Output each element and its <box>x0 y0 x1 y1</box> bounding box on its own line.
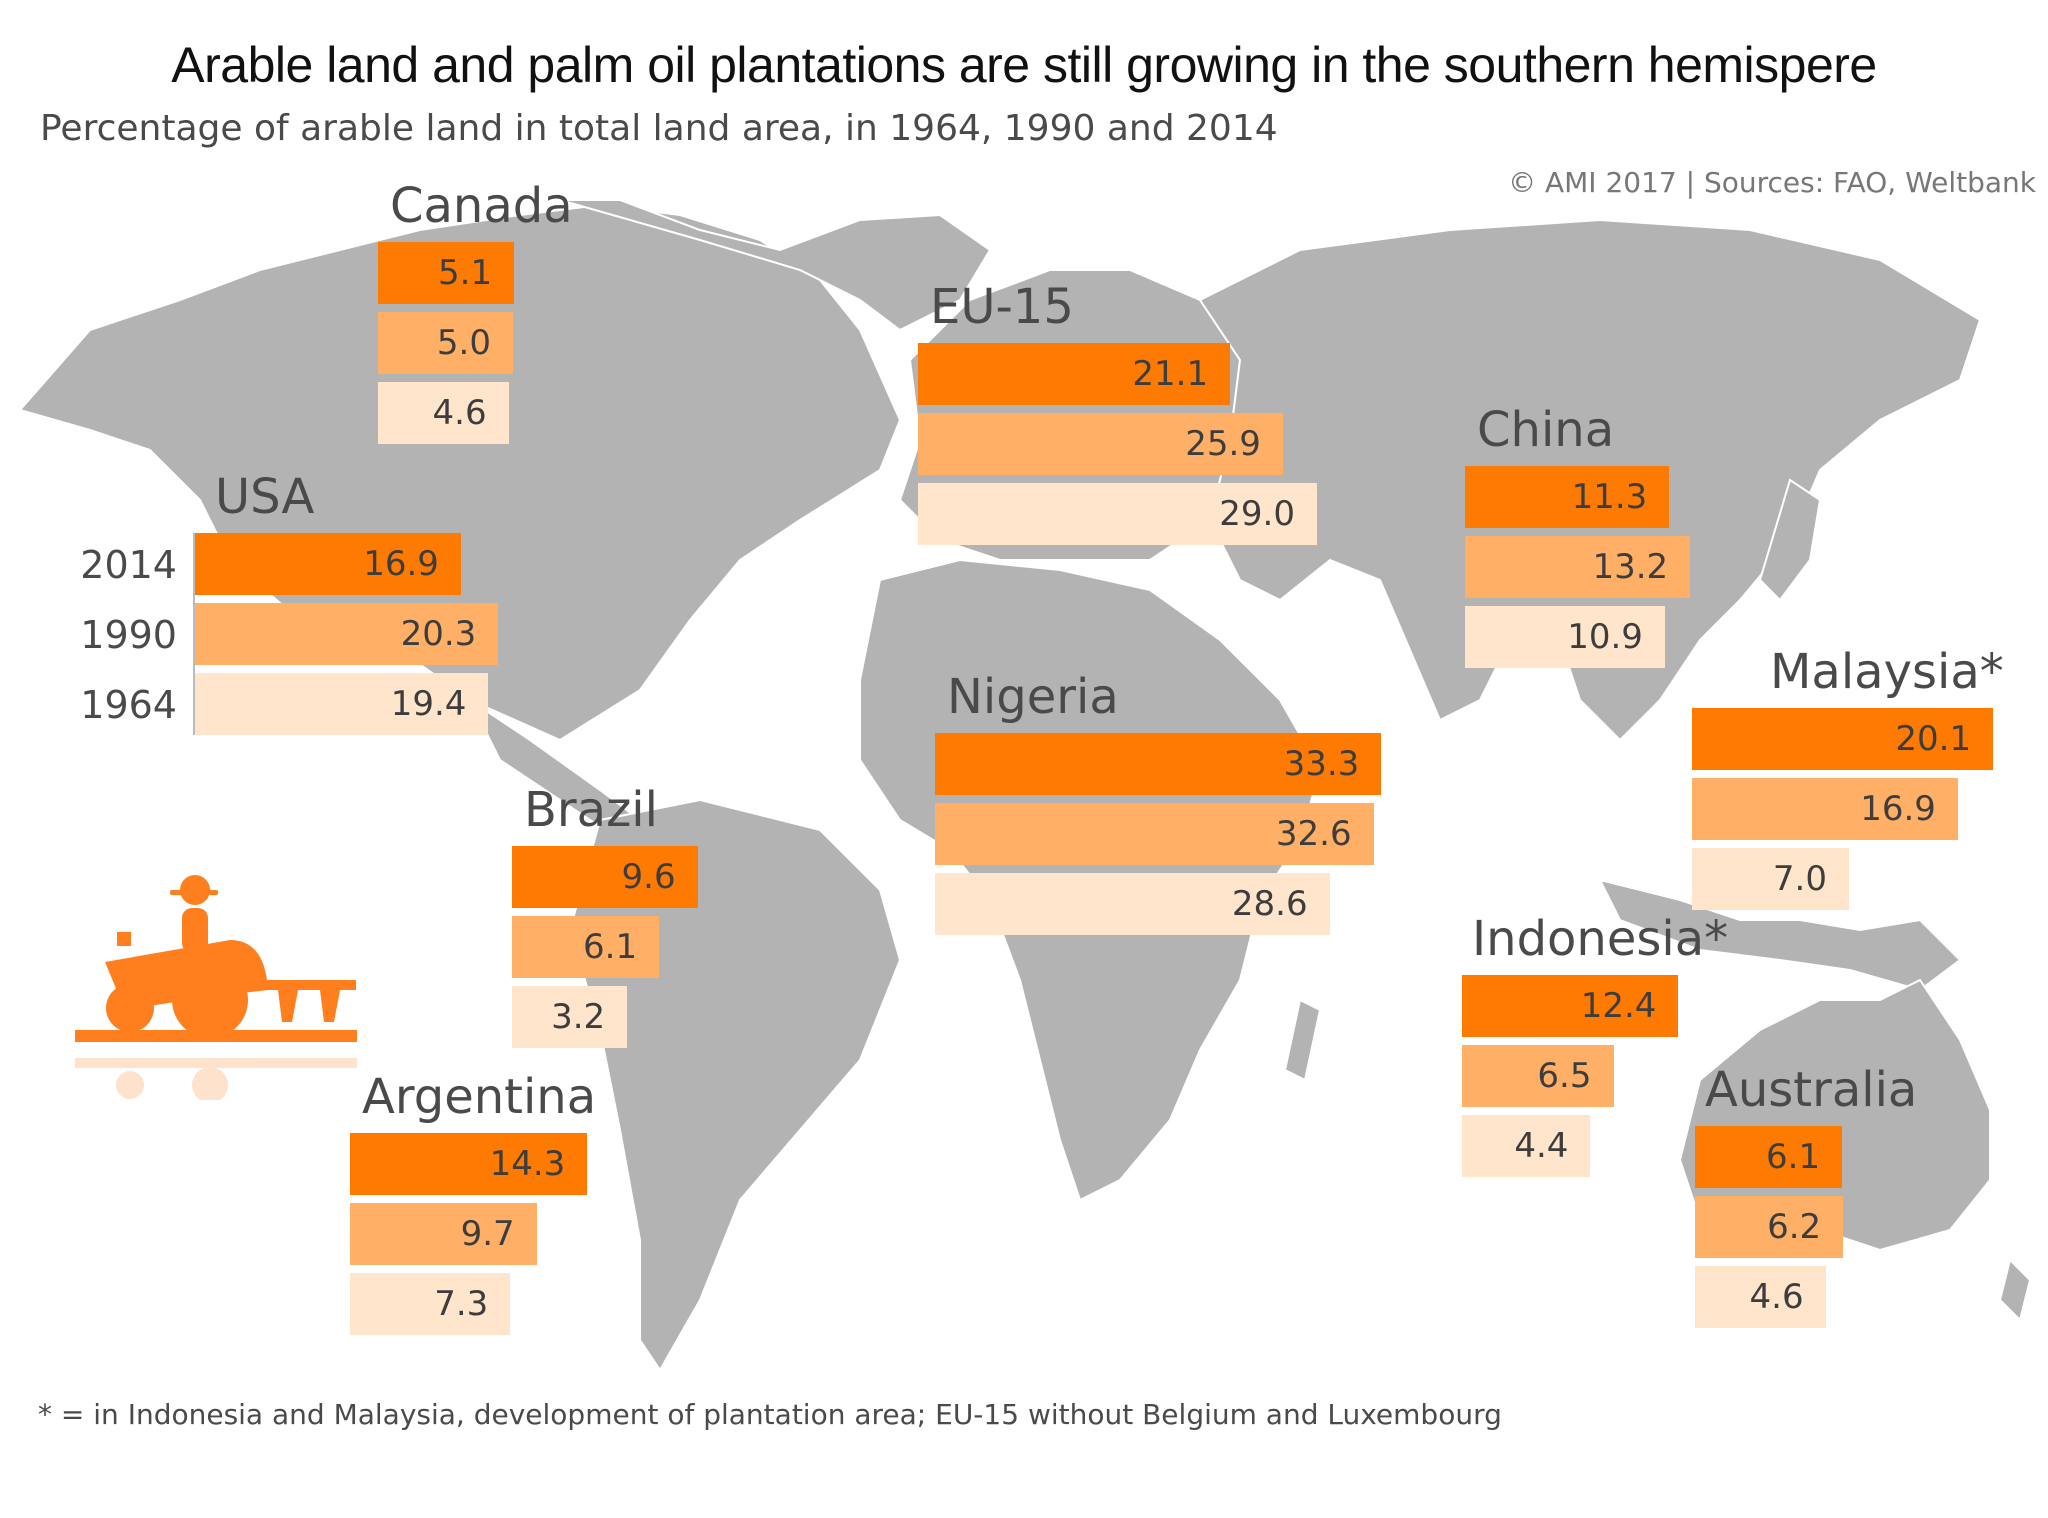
bar-1964: 7.0 <box>1692 848 1849 910</box>
ground-reflection <box>75 1058 357 1068</box>
country-label: Canada <box>390 178 573 234</box>
bar-1990: 20.3 <box>195 603 499 665</box>
bar-value-label: 16.9 <box>1860 789 1936 829</box>
bar-value-label: 19.4 <box>390 684 467 724</box>
bar-1990: 25.9 <box>918 413 1283 475</box>
bar-value-label: 7.0 <box>1772 859 1827 899</box>
ground-line <box>75 1030 357 1042</box>
bar-1964: 4.6 <box>378 382 509 444</box>
tractor-exhaust <box>117 932 131 946</box>
bar-value-label: 5.0 <box>436 323 491 363</box>
bar-1964: 29.0 <box>918 483 1317 545</box>
bar-2014: 6.1 <box>1695 1126 1843 1188</box>
bar-value-label: 20.3 <box>400 614 477 654</box>
bar-2014: 12.4 <box>1462 975 1679 1037</box>
bar-value-label: 7.3 <box>434 1284 489 1324</box>
country-label: Argentina <box>362 1069 597 1125</box>
bar-1990: 5.0 <box>378 312 513 374</box>
bar-value-label: 6.1 <box>1766 1137 1821 1177</box>
bar-1964: 4.4 <box>1462 1115 1591 1177</box>
farmer-hat-brim <box>170 890 218 895</box>
bar-value-label: 29.0 <box>1219 494 1295 534</box>
source-credit: © AMI 2017 | Sources: FAO, Weltbank <box>1508 166 2036 199</box>
bar-1990: 6.1 <box>512 916 660 978</box>
bar-value-label: 20.1 <box>1895 719 1972 759</box>
bar-1990: 16.9 <box>1692 778 1958 840</box>
country-label: Australia <box>1705 1062 1918 1118</box>
legend-axis-line <box>193 533 195 735</box>
bar-value-label: 33.3 <box>1283 744 1360 784</box>
bar-1990: 32.6 <box>935 803 1374 865</box>
tractor-front-wheel <box>106 984 154 1032</box>
madagascar-landmass <box>1283 998 1322 1082</box>
plow-bar <box>260 980 356 990</box>
bar-2014: 33.3 <box>935 733 1382 795</box>
chart-subtitle: Percentage of arable land in total land … <box>40 108 1278 149</box>
bar-1964: 10.9 <box>1465 606 1665 668</box>
bar-value-label: 9.6 <box>621 857 676 897</box>
tractor-farmer-icon <box>75 875 357 1100</box>
bar-1990: 6.2 <box>1695 1196 1844 1258</box>
bar-value-label: 14.3 <box>489 1144 566 1184</box>
bar-value-label: 4.4 <box>1514 1126 1569 1166</box>
bar-1990: 9.7 <box>350 1203 537 1265</box>
country-label: USA <box>215 469 315 525</box>
legend-year-1990: 1990 <box>80 613 177 657</box>
bar-value-label: 13.2 <box>1592 547 1669 587</box>
bar-value-label: 28.6 <box>1231 884 1308 924</box>
legend-year-1964: 1964 <box>80 683 177 727</box>
bar-1964: 3.2 <box>512 986 628 1048</box>
bar-value-label: 6.1 <box>583 927 638 967</box>
bar-1990: 6.5 <box>1462 1045 1614 1107</box>
bar-value-label: 6.5 <box>1537 1056 1592 1096</box>
country-label: Malaysia* <box>1770 644 2004 700</box>
bar-value-label: 25.9 <box>1185 424 1261 464</box>
bar-value-label: 4.6 <box>432 393 487 433</box>
bar-value-label: 9.7 <box>460 1214 515 1254</box>
bar-value-label: 12.4 <box>1580 986 1657 1026</box>
bar-2014: 20.1 <box>1692 708 1994 770</box>
bar-value-label: 10.9 <box>1567 617 1643 657</box>
wheel-reflection <box>192 1067 228 1100</box>
greenland-landmass <box>559 199 992 332</box>
bar-2014: 16.9 <box>195 533 461 595</box>
bar-value-label: 21.1 <box>1132 354 1209 394</box>
new-zealand-landmass <box>1998 1258 2032 1322</box>
bar-1964: 19.4 <box>195 673 489 735</box>
footnote: * = in Indonesia and Malaysia, developme… <box>38 1398 1502 1431</box>
bar-value-label: 32.6 <box>1275 814 1352 854</box>
bar-2014: 5.1 <box>378 242 515 304</box>
country-label: China <box>1477 402 1615 458</box>
bar-value-label: 3.2 <box>551 997 606 1037</box>
bar-1964: 28.6 <box>935 873 1330 935</box>
country-label: Indonesia* <box>1472 911 1729 967</box>
japan-landmass <box>1758 478 1822 602</box>
bar-2014: 21.1 <box>918 343 1231 405</box>
plow-blade-1 <box>278 990 298 1022</box>
bar-2014: 11.3 <box>1465 466 1670 528</box>
bar-value-label: 16.9 <box>363 544 439 584</box>
country-label: Brazil <box>524 782 658 838</box>
bar-2014: 9.6 <box>512 846 698 908</box>
bar-value-label: 5.1 <box>438 253 493 293</box>
front-wheel-reflection <box>116 1071 144 1099</box>
tractor-rear-wheel <box>172 962 248 1038</box>
legend-year-2014: 2014 <box>80 543 177 587</box>
bar-value-label: 6.2 <box>1767 1207 1822 1247</box>
plow-blade-2 <box>320 990 340 1022</box>
farmer-body <box>182 908 208 953</box>
indonesia-islands <box>1598 878 1962 992</box>
country-label: EU-15 <box>930 279 1074 335</box>
bar-1964: 4.6 <box>1695 1266 1826 1328</box>
chart-title: Arable land and palm oil plantations are… <box>171 37 1877 93</box>
bar-2014: 14.3 <box>350 1133 588 1195</box>
bar-value-label: 11.3 <box>1571 477 1648 517</box>
country-label: Nigeria <box>947 669 1119 725</box>
bar-value-label: 4.6 <box>1749 1277 1804 1317</box>
bar-1964: 7.3 <box>350 1273 511 1335</box>
bar-1990: 13.2 <box>1465 536 1691 598</box>
